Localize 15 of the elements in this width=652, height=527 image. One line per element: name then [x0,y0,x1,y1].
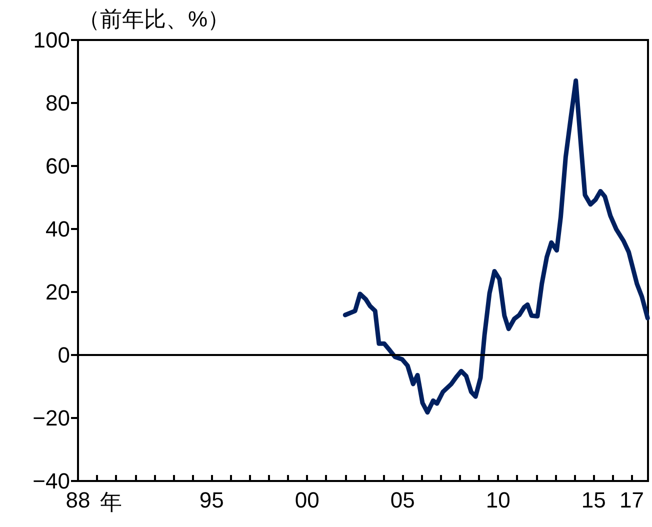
y-tick-label: 0 [58,342,70,368]
y-tick-label: −20 [32,406,70,430]
x-tick-label: 95 [199,488,224,512]
y-tick-label: 80 [46,90,70,116]
x-tick-label: 15 [581,488,606,512]
x-tick-label: 17 [620,488,644,512]
x-tick-label: 10 [486,488,510,512]
x-tick-label: 05 [390,488,415,512]
x-tick-label: 00 [294,488,320,512]
y-tick-label: 20 [46,280,70,304]
y-tick-label: 40 [46,216,70,242]
y-axis-title: （前年比、%） [78,6,230,32]
y-tick-label: 60 [46,154,70,178]
y-tick-label: 100 [33,28,70,52]
x-axis-title: 年 [100,490,122,514]
